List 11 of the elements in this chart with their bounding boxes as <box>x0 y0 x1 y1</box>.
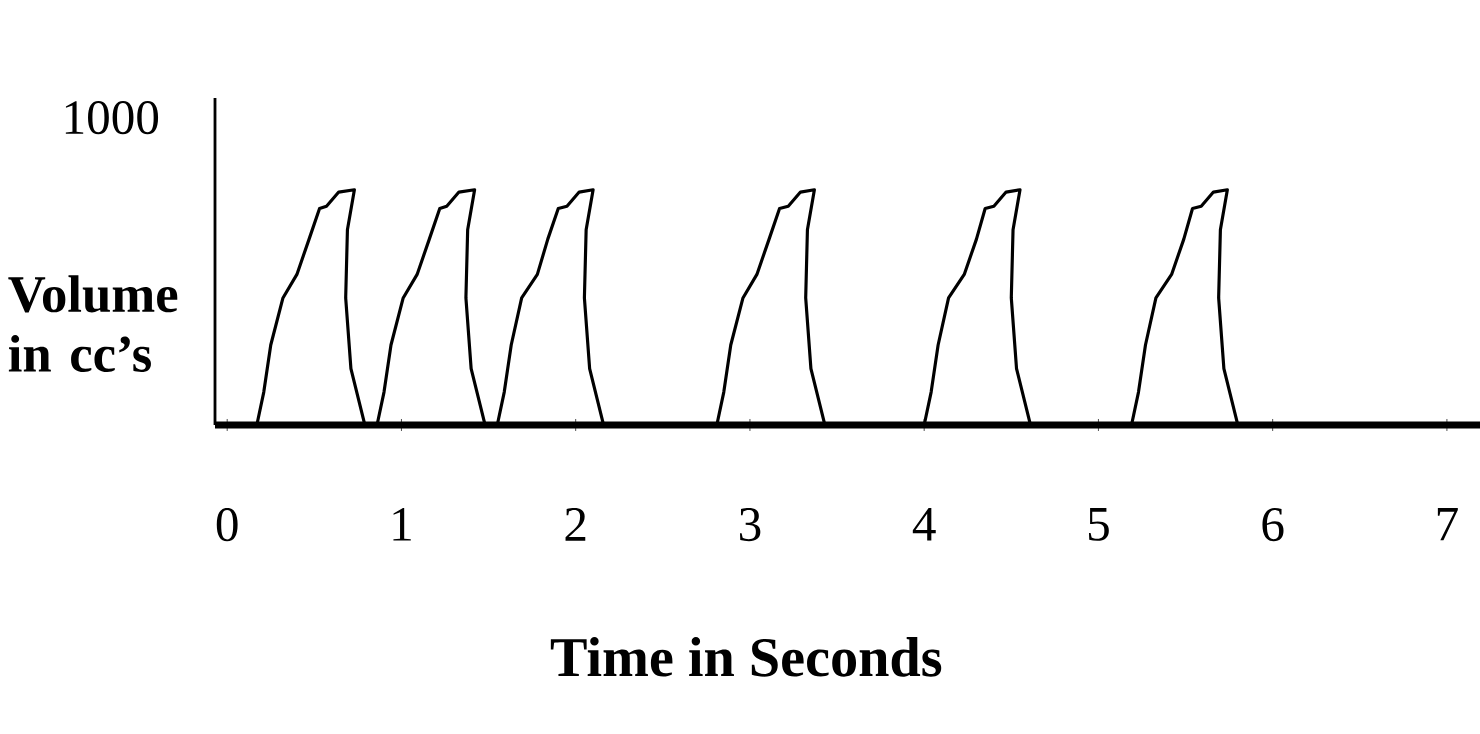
x-tick-label: 6 <box>1262 508 1284 542</box>
x-tick-label: 0 <box>216 508 238 542</box>
x-tick-label: 5 <box>1088 508 1109 541</box>
x-tick-label: 2 <box>565 508 586 541</box>
x-tick-label: 4 <box>912 508 936 541</box>
x-tick-label: 7 <box>1437 508 1458 541</box>
x-tick-label: 3 <box>740 508 761 542</box>
x-tick-label: 1 <box>393 508 411 541</box>
text: 1000 <box>65 100 159 135</box>
y-axis-title: Volume in cc’s <box>8 275 178 373</box>
x-axis-title: Time in Seconds <box>550 637 942 677</box>
